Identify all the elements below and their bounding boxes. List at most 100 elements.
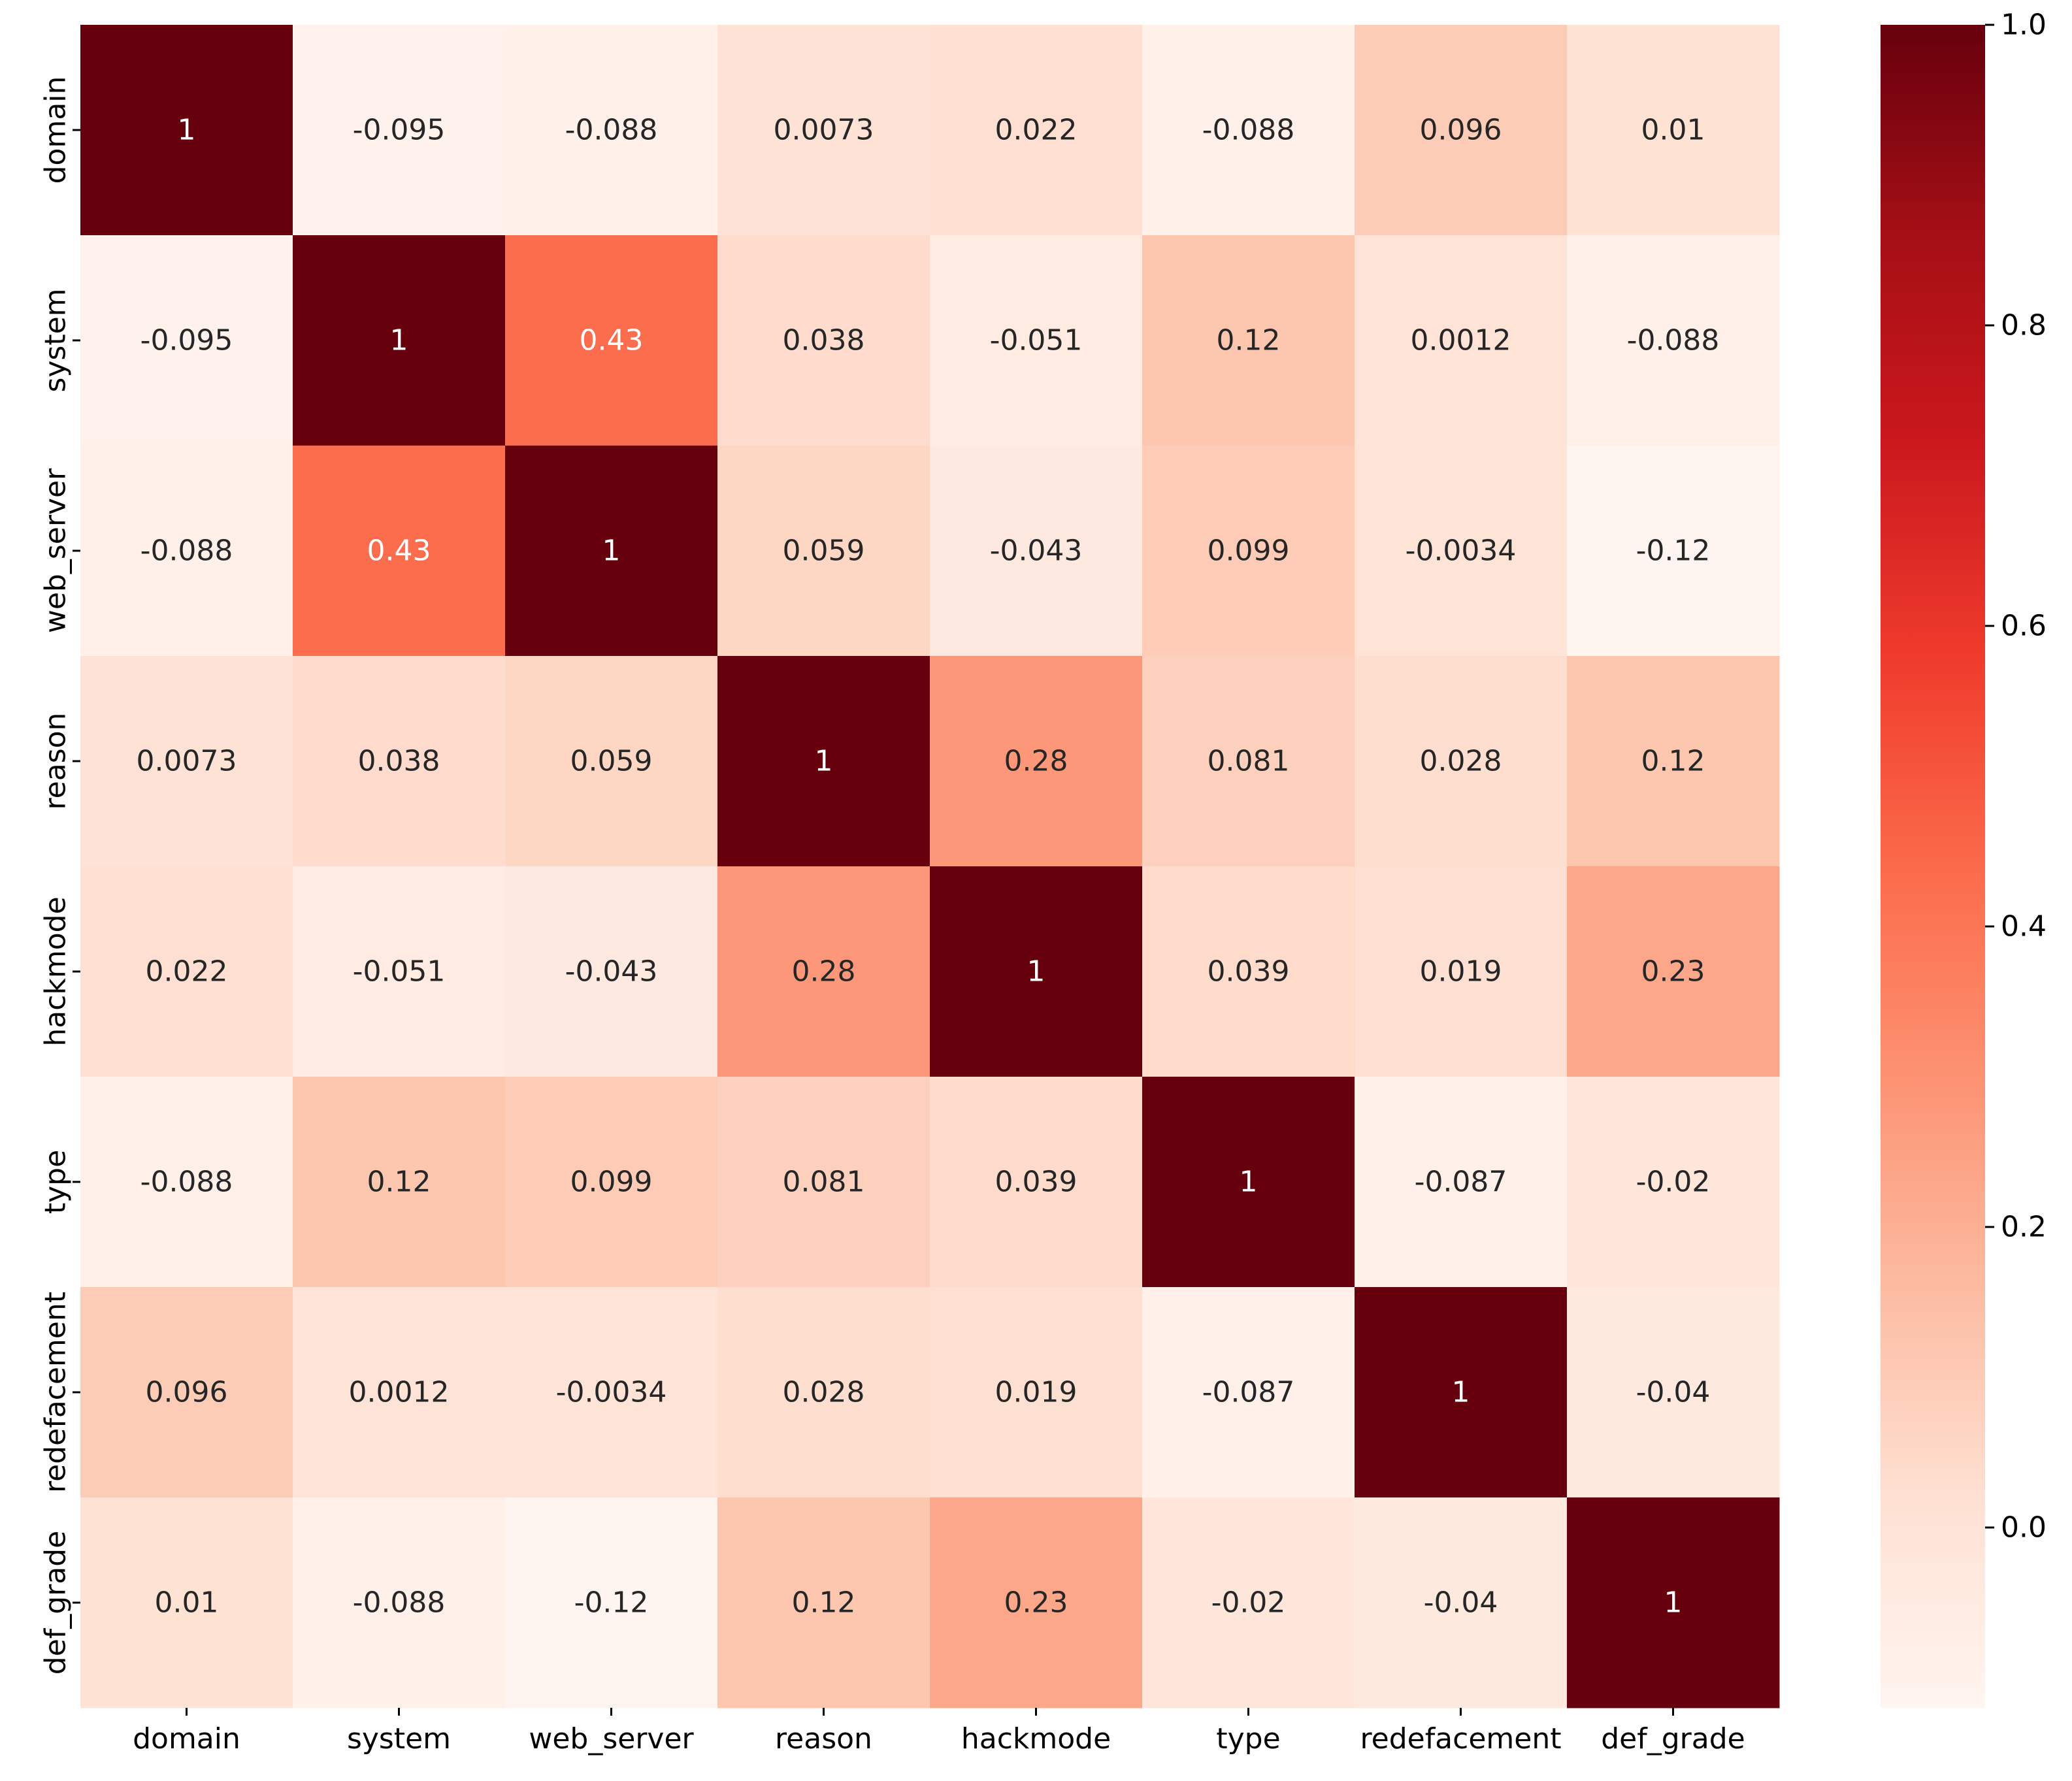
heatmap-cell — [1355, 235, 1568, 446]
heatmap-cell — [293, 235, 506, 446]
cell-annotation: 0.081 — [1208, 745, 1290, 778]
heatmap-cell — [1142, 1077, 1355, 1288]
heatmap-cell — [930, 656, 1143, 867]
heatmap-cell — [1567, 1287, 1780, 1498]
cell-annotation: -0.088 — [140, 534, 233, 568]
heatmap-cell — [717, 25, 930, 236]
y-tick-label: hackmode — [39, 896, 73, 1046]
heatmap-cell — [717, 1287, 930, 1498]
cell-annotation: -0.0034 — [556, 1376, 667, 1409]
colorbar-tick-label: 0.0 — [2001, 1511, 2047, 1544]
heatmap-cell — [293, 656, 506, 867]
y-tick-label: reason — [39, 713, 73, 810]
heatmap-cell — [1355, 656, 1568, 867]
cell-annotation: 0.43 — [580, 324, 644, 357]
cell-annotation: 0.096 — [1420, 114, 1502, 147]
cell-annotation: 0.099 — [1208, 534, 1290, 568]
cell-annotation: 0.12 — [1641, 745, 1705, 778]
colorbar — [1881, 25, 1985, 1708]
heatmap-cell — [1142, 446, 1355, 657]
heatmap-cell — [505, 1497, 718, 1708]
cell-annotation: 1 — [1664, 1586, 1683, 1620]
y-tick-label: type — [39, 1150, 73, 1214]
heatmap-cell — [1567, 656, 1780, 867]
heatmap-cell — [80, 1497, 293, 1708]
heatmap-cell — [505, 866, 718, 1077]
heatmap-cell — [717, 1077, 930, 1288]
heatmap-cell — [1567, 25, 1780, 236]
cell-annotation: -0.087 — [1415, 1166, 1507, 1199]
heatmap-cell — [1355, 446, 1568, 657]
heatmap-cell — [505, 1287, 718, 1498]
cell-annotation: 0.0073 — [774, 114, 874, 147]
cell-annotation: -0.088 — [1202, 114, 1295, 147]
cell-annotation: 0.028 — [783, 1376, 865, 1409]
colorbar-tick-label: 0.6 — [2001, 610, 2047, 643]
heatmap-cell — [1142, 1287, 1355, 1498]
cell-annotation: -0.095 — [140, 324, 233, 357]
cell-annotation: -0.088 — [565, 114, 658, 147]
heatmap-cell — [717, 446, 930, 657]
heatmap-cell — [1355, 866, 1568, 1077]
cell-annotation: -0.0034 — [1406, 534, 1517, 568]
cell-annotation: 0.059 — [783, 534, 865, 568]
colorbar-ticks: 0.0 0.2 0.4 0.6 0.8 1.0 — [1985, 8, 2047, 1544]
y-tick-label: domain — [39, 76, 73, 184]
y-tick-label: system — [39, 288, 73, 392]
heatmap-cell — [717, 866, 930, 1077]
heatmap-cell — [80, 25, 293, 236]
x-tick-label: domain — [133, 1722, 240, 1756]
cell-annotation: 1 — [1240, 1166, 1258, 1199]
cell-annotation: -0.051 — [990, 324, 1083, 357]
cell-annotation: 0.43 — [367, 534, 431, 568]
x-tick-label: system — [347, 1722, 451, 1756]
heatmap-cell — [293, 1497, 506, 1708]
colorbar-tick-label: 0.8 — [2001, 309, 2047, 342]
cell-annotation: -0.088 — [353, 1586, 446, 1620]
colorbar-gradient — [1881, 25, 1985, 1708]
heatmap-cell — [1142, 656, 1355, 867]
colorbar-tick-label: 1.0 — [2001, 8, 2047, 42]
y-tick-label: web_server — [39, 468, 73, 633]
cell-annotation: 0.23 — [1641, 955, 1705, 989]
heatmap-cells — [80, 25, 1780, 1708]
heatmap-cell — [717, 656, 930, 867]
colorbar-tick-label: 0.4 — [2001, 910, 2047, 943]
cell-annotation: 1 — [178, 114, 196, 147]
cell-annotation: 0.019 — [995, 1376, 1077, 1409]
heatmap-cell — [505, 25, 718, 236]
cell-annotation: 0.038 — [783, 324, 865, 357]
cell-annotation: 0.12 — [367, 1166, 431, 1199]
x-tick-label: reason — [775, 1722, 872, 1756]
cell-annotation: 0.081 — [783, 1166, 865, 1199]
heatmap-cell — [930, 1077, 1143, 1288]
cell-annotation: 0.0012 — [1411, 324, 1511, 357]
cell-annotation: 0.01 — [155, 1586, 219, 1620]
cell-annotation: 0.0073 — [137, 745, 237, 778]
x-tick-label: web_server — [529, 1722, 694, 1756]
cell-annotation: -0.088 — [140, 1166, 233, 1199]
y-tick-label: redefacement — [39, 1292, 73, 1493]
heatmap-cell — [505, 235, 718, 446]
heatmap-cell — [505, 446, 718, 657]
x-tick-label: hackmode — [961, 1722, 1111, 1756]
cell-annotation: 0.022 — [146, 955, 228, 989]
heatmap-cell — [930, 25, 1143, 236]
heatmap-cell — [1142, 235, 1355, 446]
cell-annotation: 0.022 — [995, 114, 1077, 147]
heatmap-cell — [505, 1077, 718, 1288]
cell-annotation: 0.059 — [570, 745, 653, 778]
cell-annotation: 1 — [1452, 1376, 1470, 1409]
heatmap-cell — [1567, 446, 1780, 657]
x-tick-label: def_grade — [1601, 1722, 1745, 1756]
cell-annotation: 0.28 — [1004, 745, 1068, 778]
cell-annotation: -0.043 — [990, 534, 1083, 568]
heatmap-cell — [1355, 25, 1568, 236]
cell-annotation: 1 — [390, 324, 408, 357]
cell-annotation: -0.12 — [574, 1586, 649, 1620]
heatmap-cell — [1355, 1497, 1568, 1708]
cell-annotation: 0.12 — [1217, 324, 1281, 357]
cell-annotation: 1 — [602, 534, 621, 568]
heatmap-cell — [293, 1287, 506, 1498]
heatmap-cell — [717, 1497, 930, 1708]
